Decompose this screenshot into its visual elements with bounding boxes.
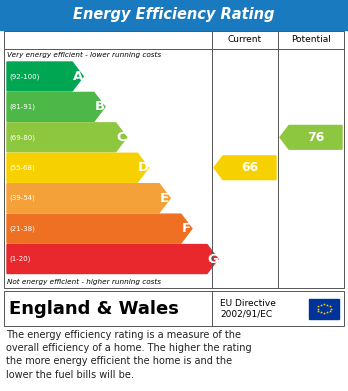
Text: (81-91): (81-91) xyxy=(9,104,35,110)
Text: B: B xyxy=(94,100,104,113)
Bar xyxy=(309,298,339,319)
Text: Potential: Potential xyxy=(291,36,331,45)
Polygon shape xyxy=(7,184,170,213)
Polygon shape xyxy=(7,214,192,243)
Polygon shape xyxy=(7,245,218,273)
Bar xyxy=(0,0,348,30)
Bar xyxy=(4,291,344,326)
Text: (69-80): (69-80) xyxy=(9,134,35,141)
Text: England & Wales: England & Wales xyxy=(9,300,179,317)
Text: Not energy efficient - higher running costs: Not energy efficient - higher running co… xyxy=(7,279,161,285)
Text: Energy Efficiency Rating: Energy Efficiency Rating xyxy=(73,7,275,23)
Text: (1-20): (1-20) xyxy=(9,256,30,262)
Polygon shape xyxy=(214,156,276,179)
Text: (21-38): (21-38) xyxy=(9,225,35,232)
Polygon shape xyxy=(7,123,127,152)
Text: D: D xyxy=(137,161,149,174)
Text: A: A xyxy=(73,70,83,83)
Text: (55-68): (55-68) xyxy=(9,165,35,171)
Text: 76: 76 xyxy=(307,131,324,144)
Polygon shape xyxy=(7,92,105,121)
Bar xyxy=(4,31,344,288)
Polygon shape xyxy=(7,62,83,91)
Text: 66: 66 xyxy=(241,161,258,174)
Text: (92-100): (92-100) xyxy=(9,73,39,80)
Text: Current: Current xyxy=(228,36,262,45)
Text: E: E xyxy=(160,192,169,204)
Text: F: F xyxy=(182,222,191,235)
Polygon shape xyxy=(280,126,342,149)
Text: C: C xyxy=(116,131,126,144)
Text: EU Directive
2002/91/EC: EU Directive 2002/91/EC xyxy=(220,299,276,318)
Polygon shape xyxy=(7,153,149,182)
Text: Very energy efficient - lower running costs: Very energy efficient - lower running co… xyxy=(7,52,161,58)
Text: (39-54): (39-54) xyxy=(9,195,35,201)
Text: G: G xyxy=(207,253,218,265)
Text: The energy efficiency rating is a measure of the
overall efficiency of a home. T: The energy efficiency rating is a measur… xyxy=(6,330,252,380)
